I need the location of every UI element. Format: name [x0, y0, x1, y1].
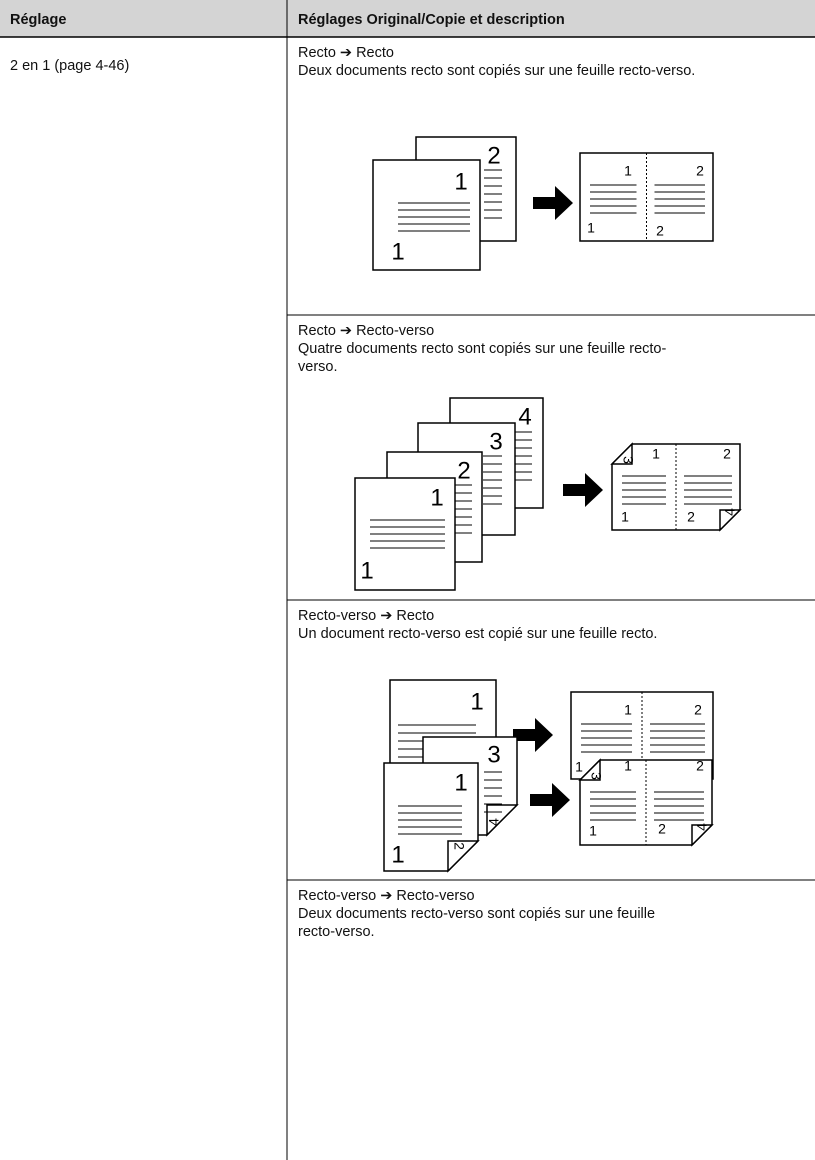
mode-title: Recto ➔ Recto [298, 45, 394, 61]
page-number: 2 [694, 702, 702, 718]
page-number: 2 [457, 457, 470, 484]
page-number: 3 [489, 428, 502, 455]
page-number: 4 [694, 823, 710, 831]
page-number: 3 [620, 456, 636, 464]
page-number: 2 [656, 223, 664, 239]
page-number: 2 [687, 509, 695, 525]
page-number: 1 [589, 823, 597, 839]
page-number: 3 [588, 772, 604, 780]
header-cell: Réglages Original/Copie et description [298, 12, 565, 28]
folded-corner [691, 824, 714, 847]
folded-corner [719, 509, 742, 532]
page-number: 3 [487, 741, 500, 768]
page-number: 1 [652, 446, 660, 462]
folded-corner [447, 840, 480, 873]
description: verso. [298, 359, 338, 375]
mode-title: Recto ➔ Recto-verso [298, 323, 434, 339]
page-number: 2 [696, 163, 704, 179]
arrow [513, 718, 553, 752]
description: Quatre documents recto sont copiés sur u… [298, 341, 666, 357]
page-number: 1 [621, 509, 629, 525]
arrow [563, 473, 603, 507]
page-number: 1 [430, 484, 443, 511]
description: Deux documents recto-verso sont copiés s… [298, 906, 655, 922]
setting-name: 2 en 1 (page 4-46) [10, 58, 129, 74]
page-number: 1 [391, 841, 404, 868]
mode-title: Recto-verso ➔ Recto-verso [298, 888, 475, 904]
folded-corner [578, 758, 601, 781]
description: Deux documents recto sont copiés sur une… [298, 63, 695, 79]
arrow [533, 186, 573, 220]
mode-title: Recto-verso ➔ Recto [298, 608, 434, 624]
page-number: 1 [391, 238, 404, 265]
page-number: 1 [454, 168, 467, 195]
folded-corner [610, 442, 633, 465]
page-number: 1 [587, 220, 595, 236]
description: recto-verso. [298, 924, 375, 940]
table-header [0, 0, 815, 37]
copy-sheet [570, 691, 714, 780]
page-number: 2 [723, 446, 731, 462]
page-number: 2 [658, 821, 666, 837]
page-number: 4 [722, 508, 738, 516]
sheet [372, 159, 481, 271]
page-number: 1 [360, 557, 373, 584]
page-number: 2 [487, 142, 500, 169]
page-number: 4 [518, 403, 531, 430]
description: Un document recto-verso est copié sur un… [298, 626, 657, 642]
page-number: 1 [470, 688, 483, 715]
page-number: 1 [624, 163, 632, 179]
page-number: 2 [696, 758, 704, 774]
page-number: 1 [624, 702, 632, 718]
page-number: 4 [486, 818, 502, 826]
page-number: 1 [624, 758, 632, 774]
page-number: 2 [451, 842, 467, 850]
page-number: 1 [575, 759, 583, 775]
header-cell: Réglage [10, 12, 66, 28]
arrow [530, 783, 570, 817]
page-number: 1 [454, 769, 467, 796]
